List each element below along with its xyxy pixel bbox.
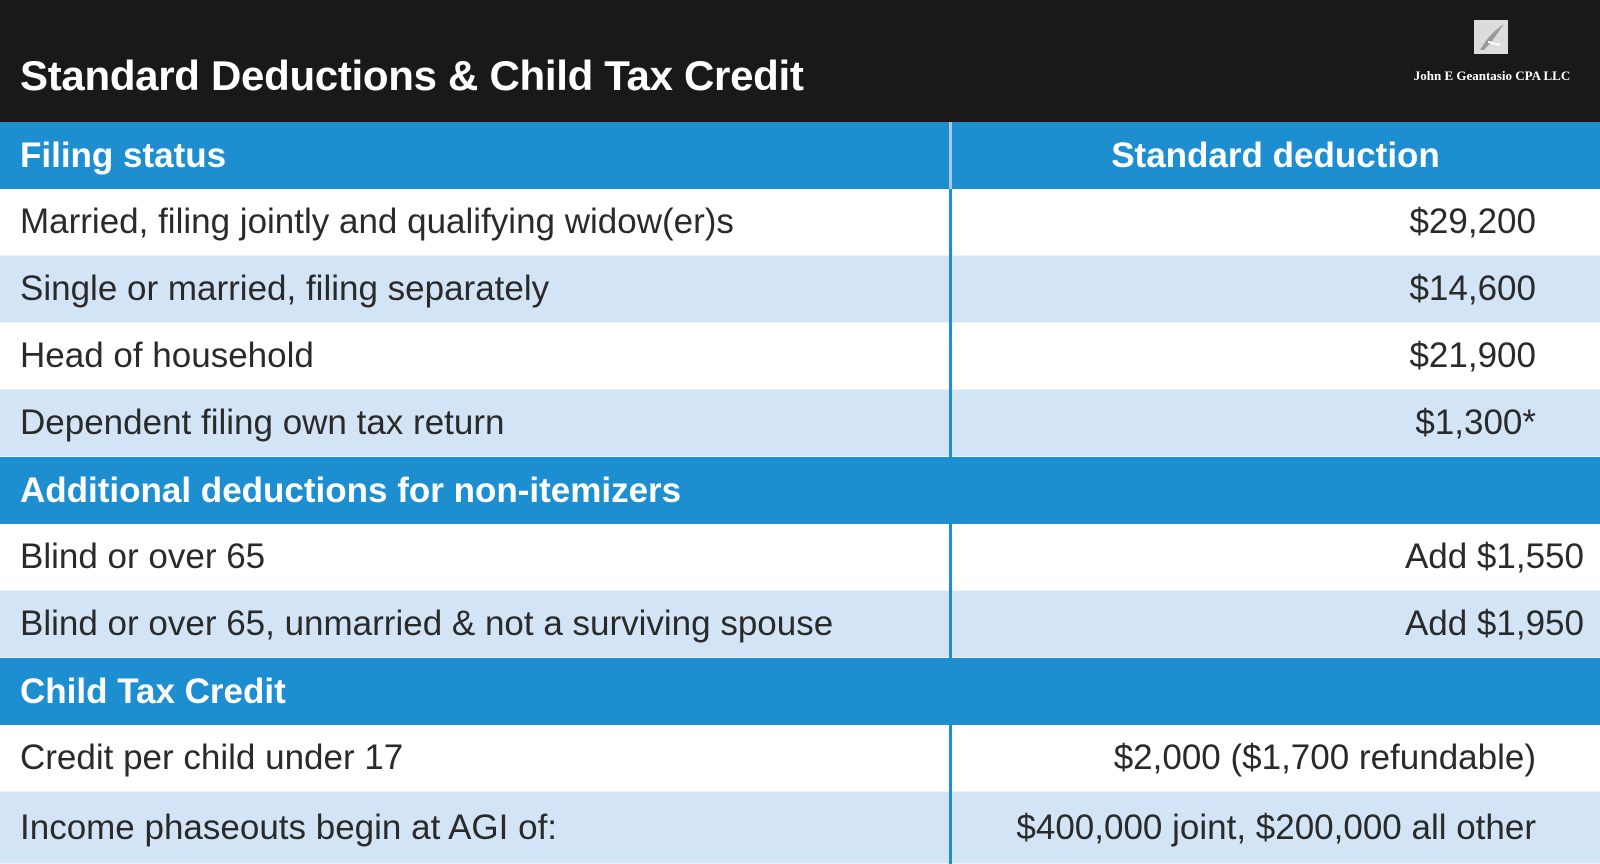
column-divider bbox=[949, 725, 952, 864]
column-divider bbox=[949, 524, 952, 658]
filing-status-cell: Single or married, filing separately bbox=[20, 269, 550, 308]
section-heading-label: Child Tax Credit bbox=[20, 671, 286, 711]
table-row: Head of household $21,900 bbox=[0, 323, 1600, 390]
filing-status-cell: Dependent filing own tax return bbox=[20, 403, 505, 442]
table-row: Married, filing jointly and qualifying w… bbox=[0, 189, 1600, 256]
filing-status-cell: Head of household bbox=[20, 336, 314, 375]
table-row: Single or married, filing separately $14… bbox=[0, 256, 1600, 323]
page-title: Standard Deductions & Child Tax Credit bbox=[20, 52, 804, 99]
deduction-amount-cell: Add $1,950 bbox=[1404, 604, 1584, 643]
table-row: Blind or over 65 Add $1,550 bbox=[0, 524, 1600, 591]
table-row: Blind or over 65, unmarried & not a surv… bbox=[0, 591, 1600, 658]
quill-logo-icon bbox=[1474, 20, 1508, 54]
column-header-standard-deduction: Standard deduction bbox=[1111, 135, 1440, 175]
section-heading-label: Additional deductions for non-itemizers bbox=[20, 470, 682, 510]
table-row: Income phaseouts begin at AGI of: $400,0… bbox=[0, 792, 1600, 864]
column-header-filing-status: Filing status bbox=[20, 135, 227, 175]
header-bar: Standard Deductions & Child Tax Credit J… bbox=[0, 0, 1600, 122]
section-heading-additional-deductions: Additional deductions for non-itemizers bbox=[0, 457, 1600, 524]
section-heading-child-tax-credit: Child Tax Credit bbox=[0, 658, 1600, 725]
deduction-amount-cell: $1,300* bbox=[1415, 403, 1536, 442]
firm-name: John E Geantasio CPA LLC bbox=[1413, 68, 1571, 83]
deduction-amount-cell: Add $1,550 bbox=[1404, 537, 1584, 576]
deduction-amount-cell: $14,600 bbox=[1409, 269, 1536, 308]
credit-label-cell: Income phaseouts begin at AGI of: bbox=[20, 807, 558, 847]
credit-label-cell: Credit per child under 17 bbox=[20, 738, 404, 777]
deduction-label-cell: Blind or over 65 bbox=[20, 537, 266, 576]
column-divider bbox=[949, 189, 952, 457]
table-row: Credit per child under 17 $2,000 ($1,700… bbox=[0, 725, 1600, 792]
table-row: Dependent filing own tax return $1,300* bbox=[0, 390, 1600, 457]
deduction-label-cell: Blind or over 65, unmarried & not a surv… bbox=[20, 604, 834, 643]
column-header-row: Filing status Standard deduction bbox=[0, 122, 1600, 189]
credit-amount-cell: $400,000 joint, $200,000 all other bbox=[1016, 807, 1536, 847]
deduction-amount-cell: $29,200 bbox=[1409, 202, 1536, 241]
credit-amount-cell: $2,000 ($1,700 refundable) bbox=[1113, 738, 1536, 777]
filing-status-cell: Married, filing jointly and qualifying w… bbox=[20, 202, 734, 241]
column-divider bbox=[949, 122, 952, 189]
deduction-amount-cell: $21,900 bbox=[1409, 336, 1536, 375]
